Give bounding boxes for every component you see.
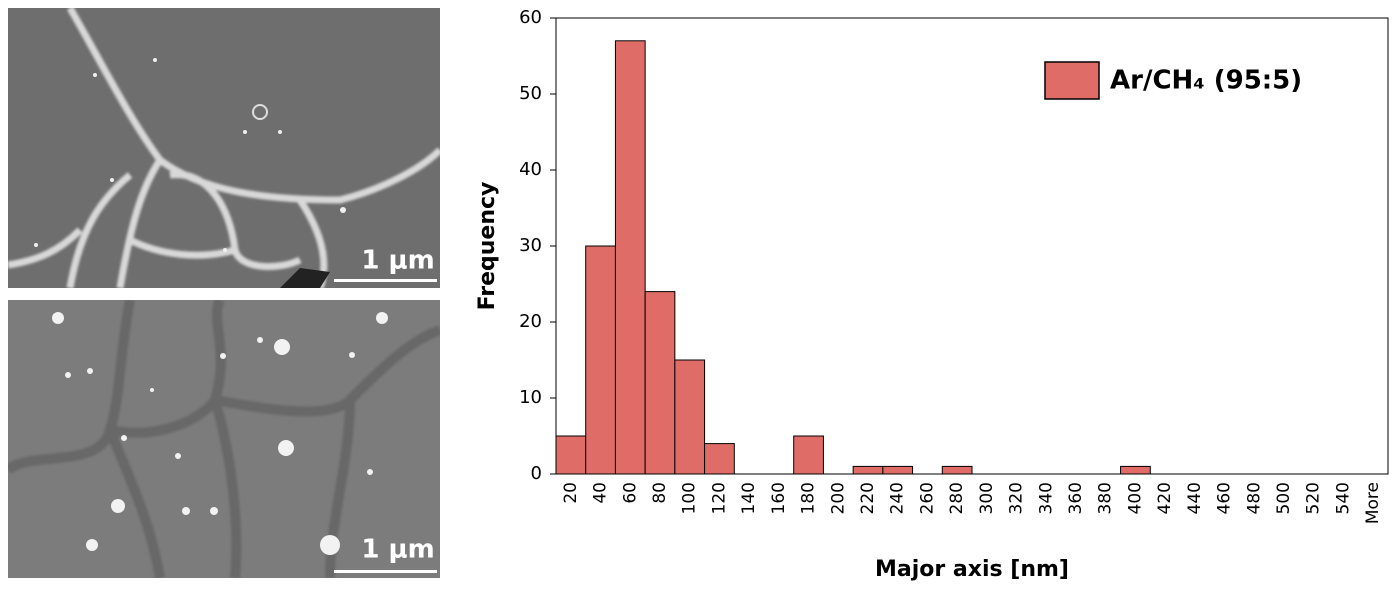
x-tick-label: 240 (888, 482, 908, 514)
y-tick-label: 0 (531, 463, 542, 484)
x-tick-label: 500 (1274, 482, 1294, 514)
y-tick-label: 20 (519, 311, 542, 332)
x-tick-label: 520 (1304, 482, 1324, 514)
x-tick-label: 60 (620, 482, 640, 504)
x-tick-label: More (1363, 482, 1383, 524)
x-tick-label: 20 (561, 482, 581, 504)
bar (941, 465, 973, 475)
x-axis-label: Major axis [nm] (875, 557, 1069, 582)
histogram: 0 10 20 30 40 50 60 20 40 60 80 100 120 140 160 180 200 2… (475, 7, 1389, 582)
bar (882, 465, 914, 475)
x-tick-label: 320 (1007, 482, 1027, 514)
x-tick-label: 140 (739, 482, 759, 514)
x-tick-label: 480 (1244, 482, 1264, 514)
x-tick-label: 340 (1036, 482, 1056, 514)
legend-label: Ar/CH₄ (95:5) (1110, 66, 1302, 96)
x-tick-label: 440 (1185, 482, 1205, 514)
x-tick-label: 420 (1155, 482, 1175, 514)
x-tick-label: 100 (680, 482, 700, 514)
y-tick-label: 40 (519, 159, 542, 180)
scale-label: 1 μm (361, 535, 434, 565)
x-tick-label: 540 (1333, 482, 1353, 514)
x-tick-label: 260 (917, 482, 937, 514)
legend-swatch (1044, 61, 1100, 100)
bar (852, 465, 884, 475)
x-tick-label: 40 (591, 482, 611, 504)
y-tick-label: 10 (519, 387, 542, 408)
bar (585, 245, 616, 475)
bar (614, 40, 646, 475)
y-axis-label: Frequency (475, 182, 500, 311)
x-tick-label: 460 (1215, 482, 1235, 514)
x-tick-label: 160 (769, 482, 789, 514)
sem-image-bottom: 1 μm (4, 297, 442, 579)
x-tick-label: 80 (650, 482, 670, 504)
bar (644, 291, 676, 475)
x-tick-label: 300 (977, 482, 997, 514)
y-tick-label: 60 (519, 7, 542, 28)
sem-image-top: 1 μm (7, 6, 443, 290)
x-tick-label: 280 (947, 482, 967, 514)
x-tick-label: 380 (1096, 482, 1116, 514)
y-tick-label: 30 (519, 235, 542, 256)
scale-label: 1 μm (361, 246, 434, 276)
x-tick-label: 200 (828, 482, 848, 514)
bar (1120, 465, 1151, 475)
bar (674, 359, 706, 475)
x-tick-label: 400 (1125, 482, 1145, 514)
bar (555, 435, 587, 475)
bar (704, 443, 735, 475)
x-tick-label: 120 (709, 482, 729, 514)
plot-frame (555, 17, 1389, 475)
x-tick-label: 220 (858, 482, 878, 514)
bar (793, 435, 824, 475)
x-tick-label: 360 (1066, 482, 1086, 514)
y-tick-label: 50 (519, 83, 542, 104)
x-tick-label: 180 (799, 482, 819, 514)
